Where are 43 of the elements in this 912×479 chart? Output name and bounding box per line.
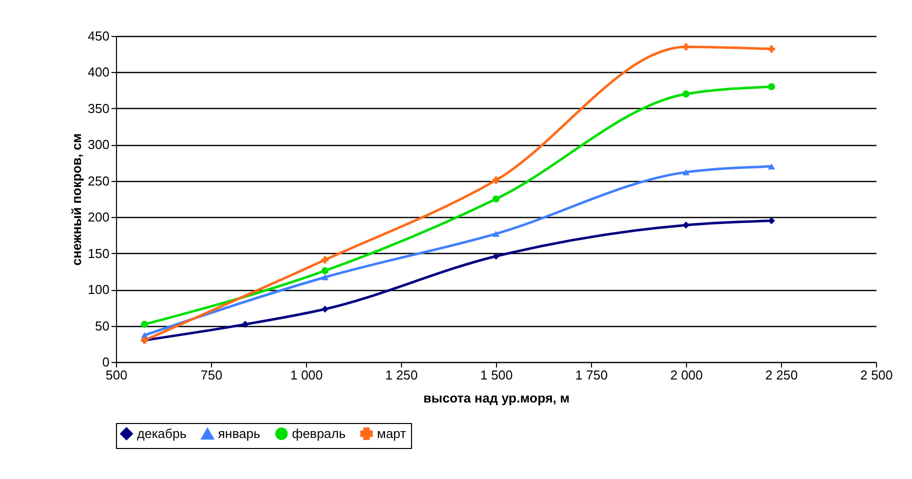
y-tick-label: 50: [95, 318, 110, 334]
y-tick-label: 450: [88, 28, 110, 44]
point: [682, 169, 690, 176]
x-tick-label: 750: [200, 368, 222, 382]
point: [768, 217, 776, 224]
point: [321, 306, 329, 313]
legend-label: январь: [218, 426, 260, 442]
point: [682, 90, 690, 98]
point: [492, 252, 500, 260]
legend-label: март: [377, 426, 406, 441]
x-tick-label: 1 500: [480, 368, 513, 382]
legend-label: февраль: [292, 426, 346, 441]
x-axis-title: высота над ур.моря, м: [423, 390, 570, 406]
x-tick-label: 1 750: [575, 368, 608, 382]
x-tick-label: 1 000: [290, 368, 323, 382]
y-tick-label: 0: [102, 354, 110, 370]
y-tick-label: 100: [88, 282, 110, 298]
point: [768, 83, 776, 90]
y-tick-label: 150: [88, 246, 110, 261]
legend-label: декабрь: [137, 426, 187, 441]
point: [492, 230, 500, 237]
point: [492, 195, 500, 203]
x-tick-label: 1 250: [385, 368, 418, 382]
point: [682, 43, 690, 50]
y-tick-label: 300: [88, 137, 110, 152]
y-axis-title: снежный покров, см: [68, 133, 84, 266]
x-tick-label: 2 000: [670, 368, 703, 382]
x-tick-label: 500: [106, 368, 128, 382]
point: [768, 163, 776, 170]
point: [242, 320, 249, 328]
y-tick-label: 400: [88, 64, 110, 80]
point: [321, 274, 329, 280]
point: [768, 46, 776, 53]
y-tick-label: 200: [88, 210, 110, 225]
point: [140, 320, 148, 328]
point: [492, 176, 500, 184]
x-tick-label: 2 250: [765, 368, 798, 382]
y-tick-label: 350: [88, 100, 110, 116]
x-tick-label: 2 500: [860, 368, 893, 382]
y-tick-label: 250: [88, 173, 110, 188]
point: [321, 267, 329, 274]
point: [321, 256, 329, 264]
point: [682, 222, 690, 229]
